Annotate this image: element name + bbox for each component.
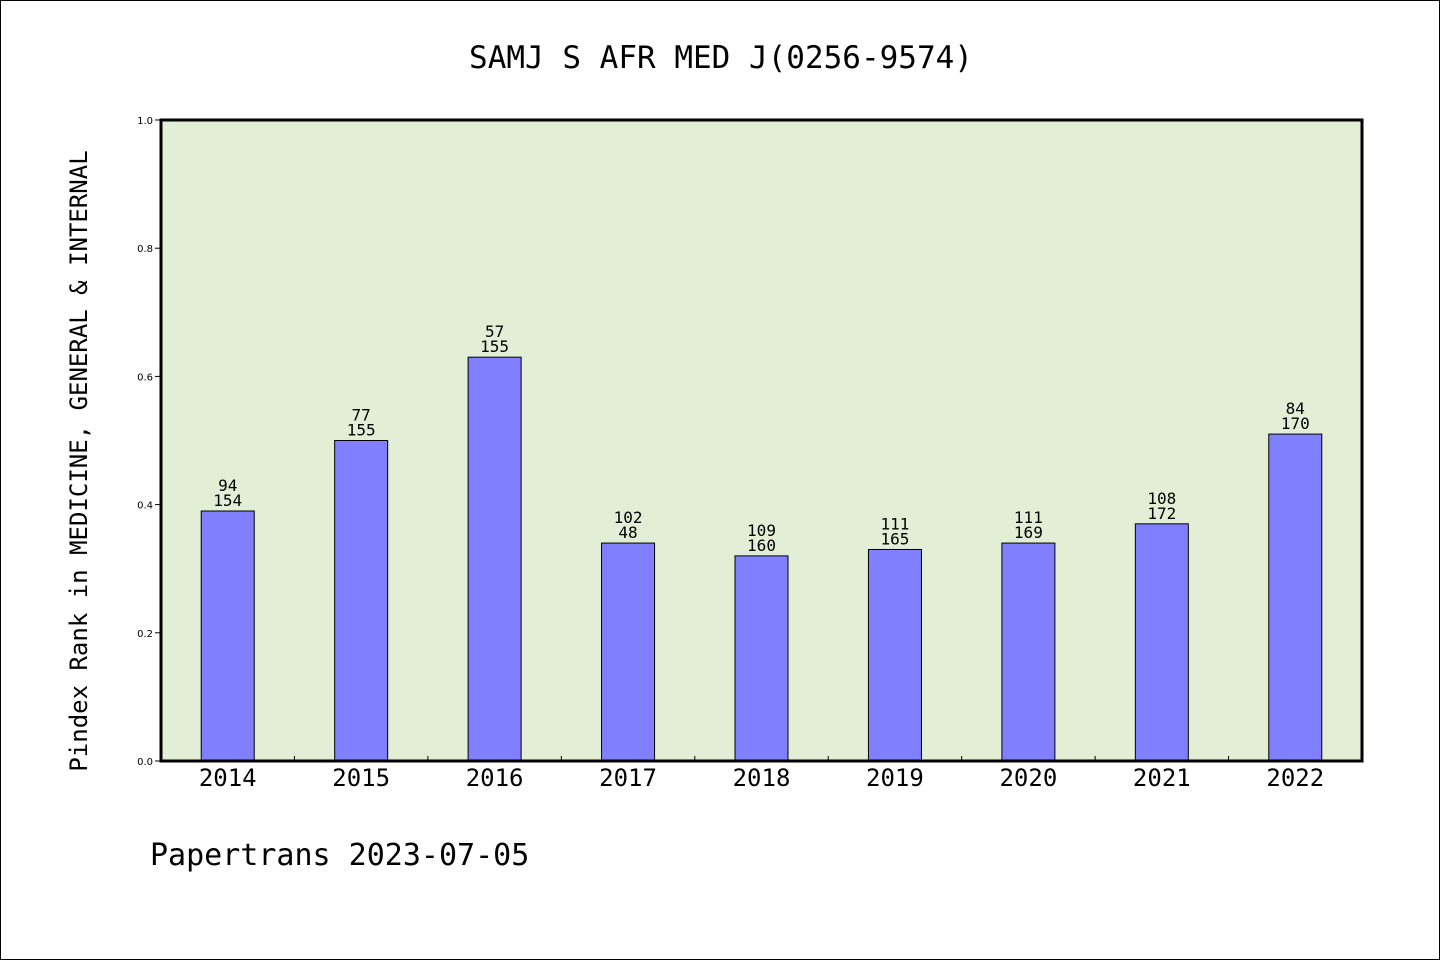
bar-2022 <box>1268 433 1323 762</box>
x-tick-label: 2014 <box>199 764 257 792</box>
bar-total-label: 170 <box>1281 414 1310 433</box>
x-tick-label: 2017 <box>599 764 657 792</box>
bar-rank-label: 111 <box>880 514 909 533</box>
y-tick-label: 0.4 <box>137 501 153 512</box>
bar-series <box>200 356 1323 762</box>
bar-rank-label: 77 <box>352 406 371 425</box>
bar-rank-label: 111 <box>1014 508 1043 527</box>
bar-2016 <box>467 356 522 762</box>
bar-2021 <box>1134 523 1189 762</box>
bar-total-label: 155 <box>480 337 509 356</box>
x-tick-label: 2022 <box>1266 764 1324 792</box>
bar-rank-label: 108 <box>1147 489 1176 508</box>
y-axis-label: Pindex Rank in MEDICINE, GENERAL & INTER… <box>65 150 93 771</box>
bar-total-label: 48 <box>618 523 637 542</box>
plot-border <box>159 118 1364 763</box>
bar-2019 <box>867 548 922 762</box>
bar-2017 <box>601 542 656 762</box>
x-tick-label: 2019 <box>866 764 924 792</box>
bar-total-label: 154 <box>213 491 242 510</box>
bar-2015 <box>334 440 389 762</box>
bar-total-label: 172 <box>1147 504 1176 523</box>
y-tick-label: 0.8 <box>137 244 153 255</box>
bar-total-label: 155 <box>347 421 376 440</box>
bar-total-label: 165 <box>880 529 909 548</box>
bar-total-label: 160 <box>747 536 776 555</box>
y-tick-label: 0.0 <box>137 757 153 768</box>
bar-2014 <box>200 510 255 762</box>
bar-2018 <box>734 555 789 762</box>
bar-rank-label: 57 <box>485 322 504 341</box>
x-tick-label: 2016 <box>466 764 524 792</box>
y-axis: 0.0 0.2 0.4 0.6 0.8 1.0 <box>137 116 161 768</box>
bar-2020 <box>1001 542 1056 762</box>
x-tick-label: 2018 <box>733 764 791 792</box>
y-tick-label: 1.0 <box>137 116 153 127</box>
bar-rank-label: 84 <box>1286 399 1305 418</box>
x-axis: 2014 2015 2016 2017 2018 2019 2020 2021 2022 <box>199 756 1324 792</box>
y-tick-label: 0.2 <box>137 629 153 640</box>
bar-total-label: 169 <box>1014 523 1043 542</box>
bar-rank-label: 102 <box>614 508 643 527</box>
x-tick-label: 2020 <box>999 764 1057 792</box>
footer-credit: Papertrans 2023-07-05 <box>150 838 529 873</box>
chart-title: SAMJ S AFR MED J(0256-9574) <box>469 40 973 76</box>
x-tick-label: 2015 <box>332 764 390 792</box>
bar-rank-label: 109 <box>747 521 776 540</box>
bar-rank-label: 94 <box>218 476 237 495</box>
y-tick-label: 0.6 <box>137 372 153 383</box>
x-tick-label: 2021 <box>1133 764 1191 792</box>
